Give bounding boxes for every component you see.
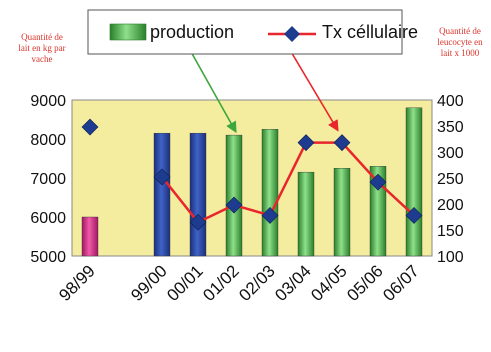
bar-06-07	[405, 107, 423, 257]
tx-marker-00-01	[189, 213, 207, 231]
legend-production-label: production	[150, 22, 234, 42]
left-tick-label: 7000	[30, 171, 66, 188]
right-tick-label: 200	[437, 197, 464, 214]
right-tick-label: 400	[437, 93, 464, 110]
bar-02-03	[261, 129, 279, 257]
tx-marker-98-99	[81, 118, 99, 136]
tx-marker-02-03	[261, 207, 279, 224]
arrow-tx-cellulaire	[289, 49, 339, 132]
arrow-production	[189, 49, 237, 134]
bar-99-00	[153, 132, 171, 257]
category-label: 00/01	[163, 261, 207, 305]
tx-marker-99-00	[153, 168, 171, 186]
left-tick-label: 8000	[30, 132, 66, 149]
bar-series	[81, 107, 423, 257]
legend-tx-label: Tx céllulaire	[322, 22, 418, 42]
legend-tx-marker	[284, 26, 300, 42]
tx-marker-04-05	[333, 134, 351, 152]
category-label: 01/02	[199, 261, 243, 305]
tx-marker-01-02	[225, 196, 243, 214]
bar-98-99	[81, 216, 99, 257]
y-right-title-line: Quantité de	[439, 26, 481, 36]
right-tick-label: 150	[437, 223, 464, 240]
left-tick-label: 6000	[30, 210, 66, 227]
right-tick-label: 100	[437, 249, 464, 266]
annotation-arrows	[189, 49, 339, 134]
line-series	[81, 118, 423, 231]
right-tick-label: 300	[437, 145, 464, 162]
category-label: 99/00	[127, 261, 171, 305]
bar-03-04	[297, 171, 315, 257]
bar-01-02	[225, 134, 243, 257]
tx-marker-06-07	[405, 207, 423, 224]
bar-00-01	[189, 132, 207, 257]
y-left-title-line: Quantité de	[21, 32, 63, 42]
category-label: 05/06	[343, 261, 387, 305]
bar-05-06	[369, 166, 387, 257]
y-left-title-line: lait en kg par	[18, 43, 65, 53]
tx-marker-05-06	[369, 173, 387, 191]
y-right-title-line: lait x 1000	[441, 48, 480, 58]
y-left-title: Quantité de lait en kg par vache	[18, 32, 65, 64]
y-right-title: Quantité de leucocyte en lait x 1000	[437, 26, 483, 58]
category-label: 02/03	[235, 261, 279, 305]
left-tick-label: 5000	[30, 249, 66, 266]
right-tick-label: 350	[437, 119, 464, 136]
category-label: 04/05	[307, 261, 351, 305]
legend: production Tx céllulaire	[87, 9, 418, 55]
y-right-title-line: leucocyte en	[437, 37, 483, 47]
right-tick-label: 250	[437, 171, 464, 188]
tx-marker-03-04	[297, 134, 315, 152]
left-tick-label: 9000	[30, 93, 66, 110]
bar-04-05	[333, 168, 351, 257]
category-label: 98/99	[55, 261, 99, 305]
category-label: 06/07	[379, 261, 423, 305]
legend-production-swatch	[109, 23, 147, 41]
category-label: 03/04	[271, 261, 315, 305]
tx-cellulaire-line	[161, 141, 415, 224]
y-left-title-line: vache	[32, 54, 53, 64]
